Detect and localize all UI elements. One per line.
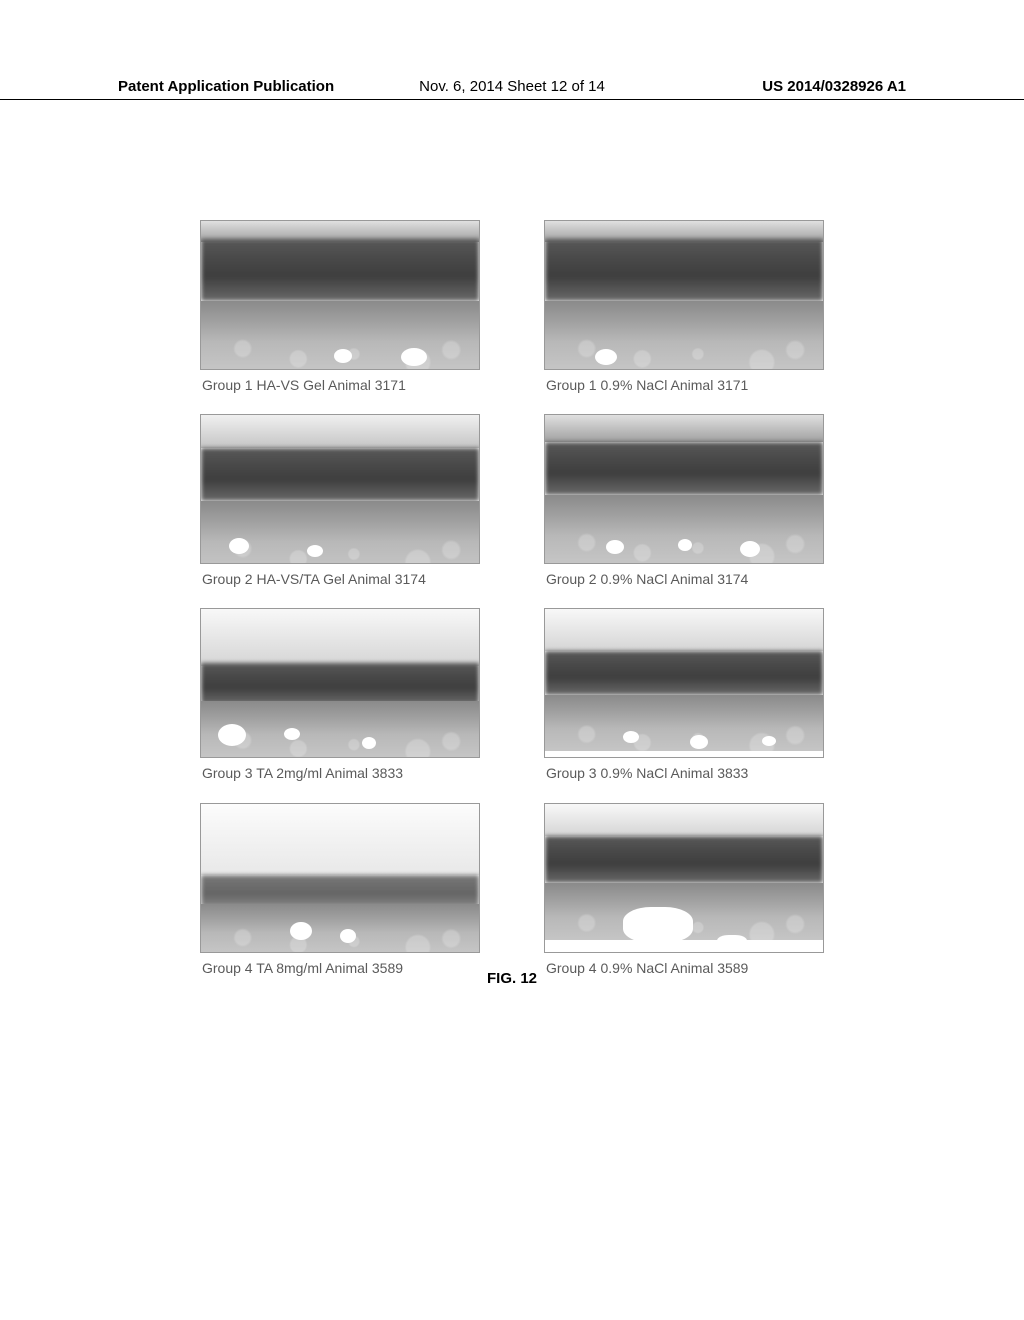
- panel-caption: Group 1 HA-VS Gel Animal 3171: [200, 376, 480, 394]
- micrograph-image: [200, 414, 480, 564]
- panel-group3-treatment: Group 3 TA 2mg/ml Animal 3833: [200, 608, 480, 782]
- micrograph-image: [544, 220, 824, 370]
- panel-caption: Group 2 0.9% NaCl Animal 3174: [544, 570, 824, 588]
- patent-header: Patent Application Publication Nov. 6, 2…: [0, 78, 1024, 100]
- header-publication-type: Patent Application Publication: [118, 78, 334, 95]
- panel-group1-control: Group 1 0.9% NaCl Animal 3171: [544, 220, 824, 394]
- panel-group4-control: Group 4 0.9% NaCl Animal 3589: [544, 803, 824, 977]
- micrograph-image: [200, 220, 480, 370]
- micrograph-image: [544, 803, 824, 953]
- panel-caption: Group 4 0.9% NaCl Animal 3589: [544, 959, 824, 977]
- panel-caption: Group 1 0.9% NaCl Animal 3171: [544, 376, 824, 394]
- panel-caption: Group 3 TA 2mg/ml Animal 3833: [200, 764, 480, 782]
- panel-caption: Group 2 HA-VS/TA Gel Animal 3174: [200, 570, 480, 588]
- panel-group3-control: Group 3 0.9% NaCl Animal 3833: [544, 608, 824, 782]
- panel-caption: Group 3 0.9% NaCl Animal 3833: [544, 764, 824, 782]
- panel-group2-control: Group 2 0.9% NaCl Animal 3174: [544, 414, 824, 588]
- micrograph-image: [200, 803, 480, 953]
- panel-group1-treatment: Group 1 HA-VS Gel Animal 3171: [200, 220, 480, 394]
- micrograph-image: [544, 414, 824, 564]
- header-date-sheet: Nov. 6, 2014 Sheet 12 of 14: [419, 78, 605, 95]
- figure-panel-grid: Group 1 HA-VS Gel Animal 3171 Group 1 0.…: [200, 220, 824, 977]
- header-patent-number: US 2014/0328926 A1: [762, 78, 906, 95]
- panel-group2-treatment: Group 2 HA-VS/TA Gel Animal 3174: [200, 414, 480, 588]
- panel-caption: Group 4 TA 8mg/ml Animal 3589: [200, 959, 480, 977]
- micrograph-image: [544, 608, 824, 758]
- figure-number-label: FIG. 12: [487, 970, 537, 987]
- micrograph-image: [200, 608, 480, 758]
- panel-group4-treatment: Group 4 TA 8mg/ml Animal 3589: [200, 803, 480, 977]
